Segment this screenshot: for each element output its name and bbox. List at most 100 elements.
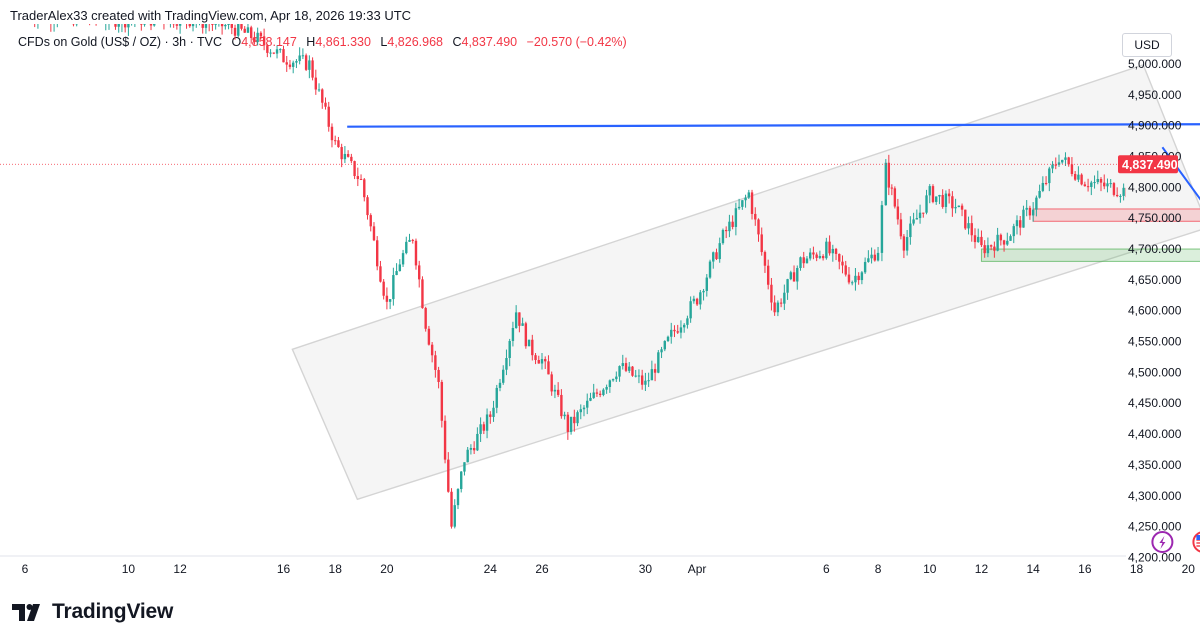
candle — [582, 407, 586, 410]
candle — [909, 223, 912, 238]
candle — [931, 186, 935, 202]
candle — [334, 140, 337, 142]
lightning-glyph — [1159, 536, 1166, 549]
candle — [1002, 240, 1006, 245]
y-tick-label: 4,800.000 — [1128, 180, 1182, 194]
candle — [27, 15, 29, 16]
candle — [602, 389, 605, 395]
candle — [514, 312, 518, 328]
candle — [53, 22, 55, 23]
candle — [418, 265, 421, 280]
candle — [854, 275, 857, 283]
candle — [1051, 164, 1054, 169]
candle — [605, 386, 608, 390]
candle — [1015, 220, 1019, 227]
candle — [954, 207, 957, 209]
candle — [450, 491, 453, 527]
candle — [556, 389, 560, 395]
tradingview-logo[interactable]: TradingView — [12, 600, 173, 624]
forecast-path — [1161, 146, 1200, 201]
candle — [695, 298, 699, 305]
candle — [311, 60, 314, 78]
candle — [143, 24, 146, 25]
high-label: H — [306, 35, 316, 49]
candle — [550, 374, 553, 392]
candle — [890, 187, 894, 189]
candle — [712, 252, 715, 262]
candle — [928, 186, 931, 196]
candle — [884, 162, 888, 206]
candle — [977, 236, 980, 243]
candle — [718, 243, 721, 260]
candle — [130, 20, 132, 21]
candle — [547, 361, 550, 375]
candle — [1057, 162, 1061, 165]
candle — [553, 389, 557, 392]
y-tick-label: 4,700.000 — [1128, 242, 1182, 256]
last-price-label: 4,837.490 — [1122, 158, 1178, 172]
candle — [986, 245, 990, 254]
candle — [385, 295, 389, 302]
y-tick-label: 4,450.000 — [1128, 396, 1182, 410]
candle — [521, 323, 524, 326]
candle — [983, 245, 986, 254]
candle — [1064, 157, 1067, 160]
candle — [663, 341, 666, 350]
candle — [291, 62, 295, 67]
candle — [747, 192, 750, 198]
candle — [178, 24, 182, 26]
candle — [808, 252, 812, 259]
candle — [337, 140, 340, 148]
candle — [1070, 164, 1074, 174]
candle — [896, 206, 900, 220]
candle — [1028, 207, 1032, 216]
candle — [359, 179, 363, 181]
candle — [172, 24, 175, 25]
candle — [611, 379, 615, 381]
candle — [569, 416, 573, 432]
candle — [540, 359, 544, 364]
candle — [828, 241, 831, 254]
candle — [198, 15, 200, 22]
candle — [989, 245, 993, 247]
annotation-layer — [0, 123, 1200, 201]
candle — [469, 448, 473, 450]
candle — [233, 27, 237, 36]
candle — [731, 221, 734, 227]
resistance-line — [347, 123, 1200, 128]
candle — [259, 32, 263, 37]
candle — [863, 261, 867, 273]
candle — [527, 339, 531, 347]
candle — [957, 205, 961, 208]
candle — [1031, 209, 1035, 216]
candle — [1106, 183, 1109, 187]
symbol-name[interactable]: CFDs on Gold (US$ / OZ) · 3h · TVC — [18, 35, 222, 49]
candle — [388, 299, 392, 302]
candle — [447, 459, 450, 492]
y-tick-label: 4,650.000 — [1128, 273, 1182, 287]
candle — [964, 209, 967, 229]
candle — [66, 9, 68, 16]
x-tick-label: 6 — [823, 562, 830, 576]
candle — [796, 268, 799, 282]
candle — [308, 60, 311, 70]
candle — [938, 195, 941, 197]
candle — [1125, 187, 1126, 198]
candle — [679, 327, 683, 333]
candle — [121, 16, 123, 24]
currency-selector[interactable]: USD — [1122, 33, 1172, 57]
candle — [737, 206, 741, 209]
candle — [330, 126, 334, 141]
candle — [653, 369, 657, 373]
candle — [592, 392, 595, 398]
candle — [586, 400, 589, 408]
candle — [1019, 220, 1022, 228]
candle — [970, 223, 973, 236]
candle — [495, 387, 498, 408]
candle — [285, 62, 288, 65]
change-value: −20.570 (−0.42%) — [526, 35, 627, 49]
candle — [851, 282, 854, 284]
candle — [831, 248, 835, 254]
candle — [1112, 183, 1116, 195]
